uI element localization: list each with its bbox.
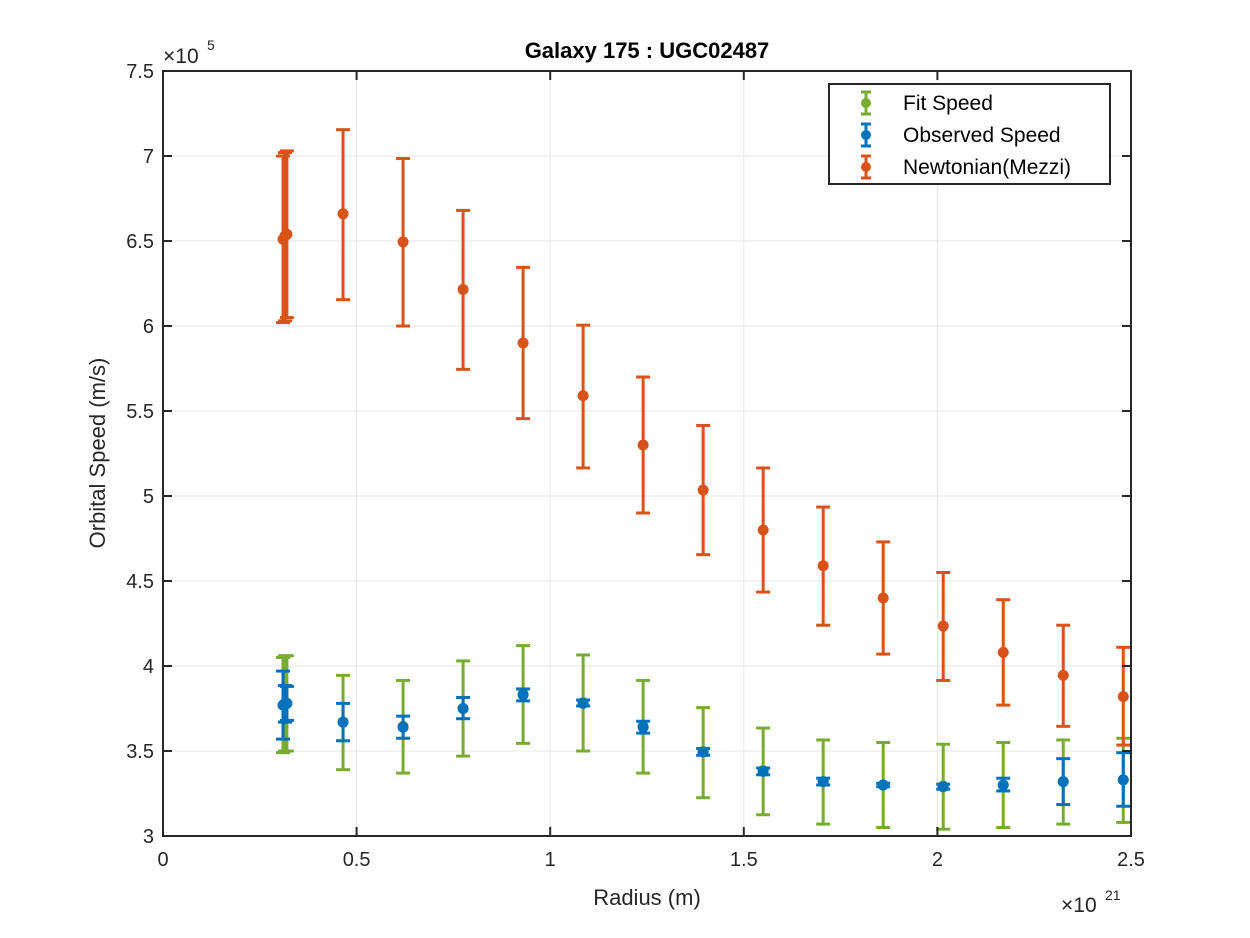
legend-item: Observed Speed bbox=[861, 122, 1061, 148]
data-point bbox=[1117, 774, 1129, 786]
data-point bbox=[937, 781, 949, 793]
x-tick-label: 1.5 bbox=[730, 849, 758, 871]
legend-item: Fit Speed bbox=[861, 90, 993, 116]
data-point bbox=[1117, 691, 1129, 703]
y-tick-label: 4 bbox=[143, 656, 154, 678]
y-tick-label: 3.5 bbox=[126, 741, 154, 763]
legend-item: Newtonian(Mezzi) bbox=[861, 154, 1071, 180]
series-2 bbox=[276, 128, 1131, 747]
data-point bbox=[1057, 776, 1069, 788]
axes-box bbox=[162, 70, 1132, 837]
series-1 bbox=[276, 669, 1131, 808]
data-point bbox=[281, 697, 293, 709]
data-point bbox=[877, 779, 889, 791]
x-tick-label: 1 bbox=[545, 849, 556, 871]
data-point bbox=[997, 779, 1009, 791]
y-multiplier-base: ×10 bbox=[163, 45, 199, 68]
legend-marker-dot bbox=[861, 98, 871, 108]
data-point bbox=[337, 716, 349, 728]
data-point bbox=[1057, 669, 1069, 681]
data-point bbox=[997, 646, 1009, 658]
x-tick-label: 2.5 bbox=[1117, 849, 1145, 871]
data-point bbox=[817, 776, 829, 788]
y-tick-label: 6.5 bbox=[126, 231, 154, 253]
y-multiplier: ×10 5 bbox=[163, 37, 215, 68]
x-multiplier-exp: 21 bbox=[1105, 887, 1121, 903]
data-point bbox=[577, 390, 589, 402]
series-layer bbox=[276, 128, 1131, 831]
y-tick-label: 7 bbox=[143, 146, 154, 168]
data-point bbox=[457, 703, 469, 714]
legend-label: Fit Speed bbox=[903, 92, 993, 115]
data-point bbox=[281, 228, 293, 240]
data-point bbox=[937, 620, 949, 632]
grid bbox=[162, 70, 1132, 837]
plot-area bbox=[163, 71, 1131, 836]
legend-marker-dot bbox=[861, 162, 871, 172]
x-tick-label: 0.5 bbox=[343, 849, 371, 871]
data-point bbox=[757, 524, 769, 536]
y-multiplier-exp: 5 bbox=[207, 37, 215, 53]
y-tick-label: 6 bbox=[143, 316, 154, 338]
legend: Fit Speed Observed Speed Newtonian(Mezzi) bbox=[828, 83, 1111, 185]
data-point bbox=[637, 439, 649, 451]
data-point bbox=[817, 560, 829, 572]
x-tick-label: 0 bbox=[157, 849, 168, 871]
data-point bbox=[397, 721, 409, 733]
legend-label: Newtonian(Mezzi) bbox=[903, 156, 1071, 179]
data-point bbox=[697, 484, 709, 496]
data-point bbox=[397, 236, 409, 248]
x-multiplier-base: ×10 bbox=[1061, 894, 1097, 917]
y-axis-label: Orbital Speed (m/s) bbox=[85, 358, 110, 549]
x-tick-label: 2 bbox=[932, 849, 943, 871]
data-point bbox=[517, 689, 529, 701]
y-tick-label: 4.5 bbox=[126, 571, 154, 593]
data-point bbox=[697, 746, 709, 758]
legend-box bbox=[828, 83, 1111, 185]
x-multiplier: ×10 21 bbox=[1061, 887, 1121, 917]
data-point bbox=[637, 721, 649, 733]
x-axis-label: Radius (m) bbox=[593, 885, 701, 910]
y-tick-label: 3 bbox=[143, 826, 154, 848]
data-point bbox=[577, 697, 589, 709]
y-tick-label: 5 bbox=[143, 486, 154, 508]
data-point bbox=[517, 337, 529, 349]
ticks: 0 0.5 1 1.5 2 2.5 3 3.5 4 4.5 5 5.5 6 6.5 7 7.5 bbox=[126, 61, 1145, 871]
data-point bbox=[457, 283, 469, 295]
legend-label: Observed Speed bbox=[903, 124, 1061, 147]
data-point bbox=[337, 208, 349, 220]
data-point bbox=[877, 592, 889, 604]
y-tick-label: 5.5 bbox=[126, 401, 154, 423]
chart-title: Galaxy 175 : UGC02487 bbox=[525, 38, 770, 63]
data-point bbox=[757, 765, 769, 777]
y-tick-label: 7.5 bbox=[126, 61, 154, 83]
legend-marker-dot bbox=[861, 130, 871, 140]
